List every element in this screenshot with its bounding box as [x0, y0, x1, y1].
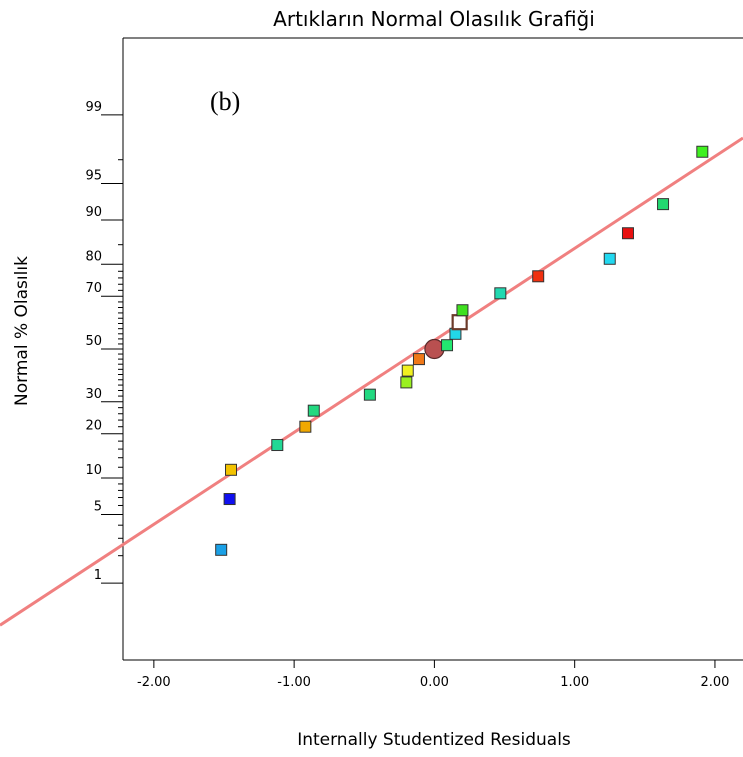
- plot-area: 1 5 10 20 30 50 70 80 90 95 99 -2.00 -1.00 0.00 1.00 2.…: [0, 37, 743, 690]
- data-point: [441, 339, 454, 352]
- reference-line: [0, 136, 743, 627]
- x-tick-label: -1.00: [277, 675, 311, 690]
- y-tick-label: 5: [94, 500, 102, 515]
- data-point: [307, 404, 320, 417]
- data-point: [456, 304, 469, 317]
- x-tick-label: 2.00: [700, 675, 729, 690]
- y-tick-label: 20: [85, 419, 102, 434]
- data-point: [412, 353, 425, 366]
- y-tick-label: 99: [85, 100, 102, 115]
- y-tick-label: 1: [94, 568, 102, 583]
- data-point: [532, 270, 545, 283]
- chart-title: Artıkların Normal Olasılık Grafiği: [273, 7, 595, 31]
- y-tick-label: 95: [85, 168, 102, 183]
- data-point: [657, 198, 670, 211]
- data-point: [603, 252, 616, 265]
- data-point: [621, 227, 634, 240]
- data-point: [400, 376, 413, 389]
- y-tick-label: 70: [85, 281, 102, 296]
- data-point: [363, 388, 376, 401]
- data-point: [299, 420, 312, 433]
- data-point: [401, 364, 414, 377]
- data-point: [696, 145, 709, 158]
- y-axis-label: Normal % Olasılık: [12, 256, 32, 406]
- y-tick-label: 90: [85, 205, 102, 220]
- x-tick-label: 0.00: [420, 675, 449, 690]
- data-point: [494, 287, 507, 300]
- data-point: [271, 439, 284, 452]
- data-point: [215, 543, 228, 556]
- y-tick-label: 30: [85, 387, 102, 402]
- x-tick-label: -2.00: [137, 675, 171, 690]
- x-axis-label: Internally Studentized Residuals: [297, 730, 571, 750]
- y-tick-label: 80: [85, 249, 102, 264]
- data-point: [225, 463, 238, 476]
- data-point: [223, 493, 236, 506]
- y-tick-label: 50: [85, 334, 102, 349]
- y-tick-label: 10: [85, 463, 102, 478]
- x-tick-label: 1.00: [560, 675, 589, 690]
- data-point-hollow: [451, 314, 468, 331]
- panel-label: (b): [210, 87, 240, 116]
